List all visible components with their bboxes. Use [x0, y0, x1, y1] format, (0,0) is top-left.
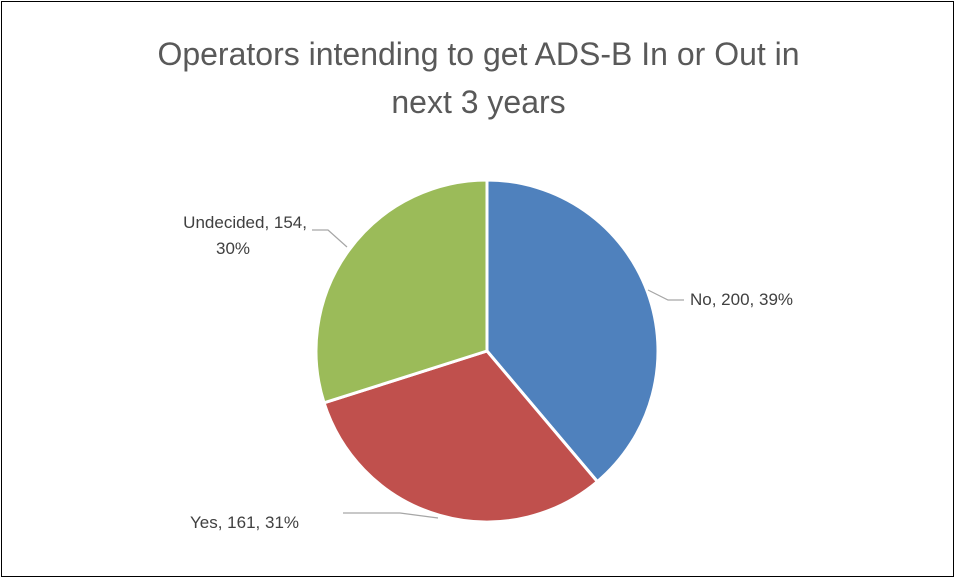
leader-line-undecided — [312, 229, 348, 248]
leader-line-no — [647, 289, 684, 301]
pie-slice-no — [485, 178, 660, 484]
data-label-undecided-line-1: Undecided, 154, — [183, 213, 307, 232]
chart-title-line-2: next 3 years — [391, 84, 566, 120]
chart-title-line-1: Operators intending to get ADS-B In or O… — [157, 36, 800, 72]
pie-slice-yes — [322, 349, 599, 524]
chart-title: Operators intending to get ADS-B In or O… — [2, 30, 955, 126]
data-label-yes: Yes, 161, 31% — [190, 513, 299, 532]
leader-line-yes — [343, 512, 439, 519]
data-label-undecided-line-2: 30% — [216, 239, 250, 258]
pie-slice-undecided — [314, 178, 489, 405]
data-label-no: No, 200, 39% — [690, 290, 793, 309]
